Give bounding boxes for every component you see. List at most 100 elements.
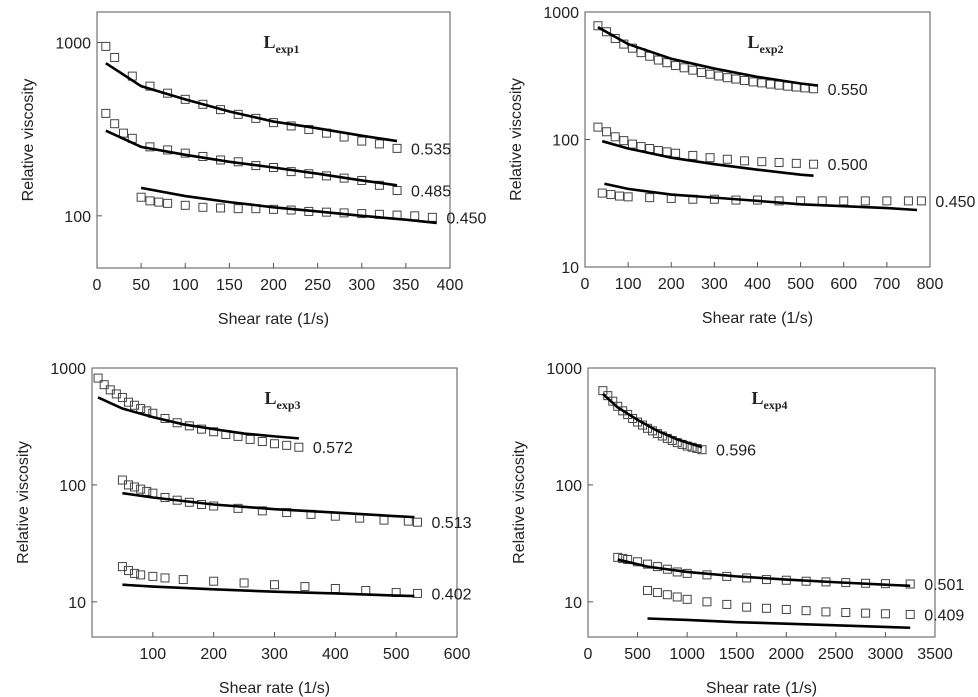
data-point <box>357 209 367 219</box>
data-point <box>662 590 672 600</box>
data-point <box>270 580 279 590</box>
data-point <box>672 592 682 602</box>
data-point <box>905 579 915 589</box>
data-point <box>124 480 133 490</box>
title-main: L <box>265 388 277 408</box>
x-tick-label: 350 <box>393 277 420 294</box>
x-axis-label: Shear rate (1/s) <box>219 680 330 697</box>
y-tick-label: 1000 <box>543 5 579 22</box>
data-point <box>757 157 767 167</box>
data-point <box>198 202 208 212</box>
y-tick-label: 100 <box>555 478 582 495</box>
panel-title: Lexp3 <box>265 388 301 412</box>
data-point <box>774 80 784 90</box>
panel-title: Lexp4 <box>752 388 788 412</box>
data-point <box>257 437 267 447</box>
model-line <box>140 186 437 225</box>
curve-label: 0.572 <box>313 440 353 457</box>
data-point <box>619 136 629 146</box>
data-point <box>671 61 681 71</box>
data-point <box>774 196 784 206</box>
data-point <box>403 516 413 526</box>
curve-label: 0.450 <box>935 194 975 211</box>
panel: 0 500 1000 1500 2000 2500 3000 3500101001000She… <box>511 361 964 697</box>
x-tick-label: 3500 <box>917 646 953 663</box>
data-point <box>136 570 146 580</box>
data-point <box>180 200 190 210</box>
data-point <box>412 588 422 598</box>
y-tick-label: 10 <box>564 595 582 612</box>
data-point <box>748 77 758 87</box>
data-point <box>662 58 672 68</box>
plot-frame <box>587 367 936 638</box>
data-point <box>110 52 120 62</box>
x-tick-label: 800 <box>917 276 944 293</box>
data-point <box>757 78 767 88</box>
data-point <box>783 81 793 91</box>
data-point <box>101 41 111 51</box>
data-point <box>99 380 109 390</box>
data-point <box>761 603 771 613</box>
data-point <box>294 442 304 452</box>
title-sub: exp4 <box>764 398 788 412</box>
panel: 0 100 200 300 400 500 600 700 800 10 100 1000 Shear … <box>508 5 976 327</box>
data-point <box>209 576 219 586</box>
curve-label: 0.596 <box>716 443 756 460</box>
x-tick-label: 2500 <box>818 646 854 663</box>
data-point <box>216 203 226 213</box>
data-point <box>705 69 715 79</box>
model-line <box>122 583 415 598</box>
data-point <box>774 158 784 168</box>
data-point <box>130 400 140 410</box>
data-point <box>597 188 607 198</box>
x-tick-label: 0 <box>584 646 593 663</box>
x-tick-label: 500 <box>787 276 814 293</box>
data-point <box>623 555 633 565</box>
curve-label: 0.513 <box>431 515 471 532</box>
y-tick-label: 100 <box>59 478 86 495</box>
data-point <box>101 108 111 118</box>
data-point <box>613 552 623 562</box>
y-axis-label: Relative viscosity <box>20 79 37 202</box>
x-tick-label: 300 <box>348 277 375 294</box>
data-point <box>905 609 915 619</box>
model-line <box>105 129 398 187</box>
data-point <box>330 583 340 593</box>
data-point <box>791 158 801 168</box>
data-point <box>602 127 612 137</box>
model-line <box>601 392 703 449</box>
data-point <box>304 124 314 134</box>
data-point <box>809 159 819 169</box>
data-point <box>613 401 623 411</box>
data-point <box>233 204 243 214</box>
data-point <box>679 63 689 73</box>
data-point <box>610 132 620 142</box>
data-point <box>257 506 267 516</box>
data-point <box>357 136 367 146</box>
data-point <box>781 604 791 614</box>
curve-label: 0.550 <box>828 82 868 99</box>
panel: 0 50 100 150 200 250 300 350 400 100 1000 Shear rat… <box>20 11 486 328</box>
data-point <box>412 517 422 527</box>
curve-label: 0.402 <box>431 586 471 603</box>
data-point <box>136 404 146 414</box>
data-point <box>282 440 292 450</box>
data-point <box>722 599 732 609</box>
x-axis-label: Shear rate (1/s) <box>706 680 817 697</box>
y-tick-label: 1000 <box>546 361 582 378</box>
data-point <box>130 568 140 578</box>
x-tick-label: 200 <box>200 646 227 663</box>
data-point <box>697 445 707 455</box>
data-point <box>593 122 603 132</box>
data-point <box>117 392 127 402</box>
data-point <box>627 139 637 149</box>
data-point <box>696 68 706 78</box>
x-tick-label: 0 <box>581 276 590 293</box>
data-point <box>903 196 913 206</box>
x-tick-label: 200 <box>658 276 685 293</box>
y-tick-label: 10 <box>68 595 86 612</box>
data-point <box>270 439 279 449</box>
model-line <box>604 182 918 212</box>
data-point <box>379 515 389 525</box>
